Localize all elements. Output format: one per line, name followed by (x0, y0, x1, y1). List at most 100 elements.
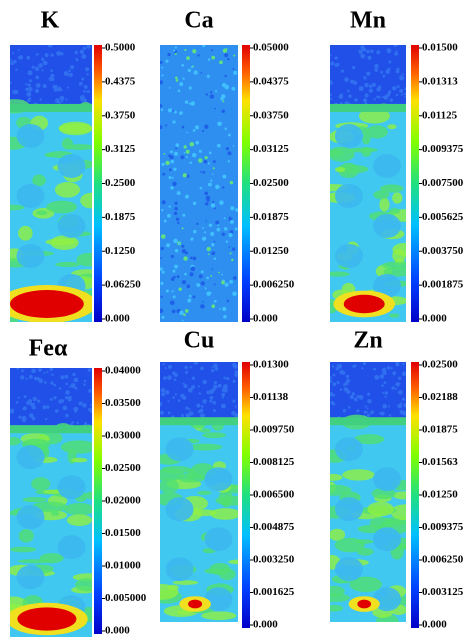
map-speck (336, 63, 340, 66)
map-speck (18, 55, 22, 60)
map-blob (160, 584, 179, 600)
map-speck (174, 46, 177, 49)
map-speck (222, 186, 225, 189)
map-blob (379, 197, 390, 212)
map-speck (203, 159, 208, 164)
map-speck (65, 390, 70, 395)
map-speck (174, 248, 179, 253)
map-speck (25, 87, 29, 91)
map-blob (10, 204, 25, 211)
map-speck (170, 159, 175, 164)
map-speck (78, 81, 83, 86)
map-blob (201, 611, 237, 621)
map-blob (64, 503, 92, 516)
map-speck (368, 88, 374, 93)
map-speck (192, 129, 196, 132)
map-speck (363, 75, 366, 79)
map-speck (64, 396, 69, 400)
map-speck (86, 45, 91, 49)
map-speck (12, 59, 17, 64)
map-speck (388, 414, 392, 417)
map-speck (229, 219, 235, 224)
map-speck (31, 368, 36, 374)
colorbar-label: 0.1875 (105, 211, 136, 223)
map-speck (395, 362, 400, 367)
map-speck (395, 387, 398, 390)
map-speck (160, 61, 163, 64)
map-speck (393, 45, 398, 47)
map-speck (205, 93, 209, 96)
map-speck (354, 98, 358, 102)
map-speck (211, 243, 215, 247)
map-speck (204, 124, 209, 129)
map-speck (358, 394, 364, 400)
colorbar-label: 0.01875 (253, 211, 289, 223)
map-blob (228, 559, 238, 565)
map-speck (41, 57, 45, 61)
map-speck (232, 379, 236, 383)
map-speck (15, 68, 18, 72)
map-speck (160, 401, 163, 407)
map-speck (170, 277, 175, 281)
map-speck (84, 422, 88, 426)
colorbar-label: 0.05000 (253, 42, 289, 54)
map-speck (68, 69, 71, 73)
map-speck (162, 172, 166, 176)
colorbar-label: 0.000 (422, 313, 447, 325)
map-speck (166, 243, 171, 248)
map-cell (335, 437, 363, 462)
map-speck (351, 392, 356, 396)
map-speck (187, 298, 192, 303)
map-blob (66, 144, 92, 150)
map-speck (54, 85, 58, 88)
map-speck (214, 107, 216, 110)
map-blob (330, 484, 352, 496)
map-speck (35, 52, 39, 56)
map-speck (227, 58, 230, 61)
map-hot (188, 599, 203, 609)
map-speck (184, 48, 187, 52)
map-speck (366, 407, 369, 410)
map-blob (330, 604, 344, 612)
map-speck (68, 72, 73, 77)
map-speck (42, 60, 48, 66)
map-cell (57, 535, 86, 560)
map-speck (339, 369, 345, 375)
map-speck (198, 149, 202, 153)
map-speck (198, 392, 201, 395)
map-speck (208, 151, 212, 155)
map-speck (211, 304, 216, 309)
map-speck (200, 366, 204, 371)
map-speck (219, 200, 224, 205)
map-blob (75, 578, 92, 592)
map-speck (218, 271, 220, 274)
map-speck (190, 385, 195, 390)
colorbar-label: 0.01313 (422, 75, 458, 87)
map-speck (65, 413, 69, 418)
map-speck (206, 198, 210, 202)
map-speck (366, 71, 371, 76)
map-cell (16, 123, 45, 148)
map-speck (175, 143, 180, 147)
map-speck (160, 108, 164, 112)
colorbar (94, 45, 102, 322)
map-speck (49, 368, 54, 371)
map-blob (219, 568, 236, 581)
map-speck (178, 242, 181, 245)
colorbar-label: 0.5000 (105, 42, 136, 54)
map-blob (330, 593, 350, 602)
map-speck (26, 91, 32, 97)
map-speck (224, 127, 227, 130)
map-speck (221, 232, 225, 236)
map-speck (401, 371, 406, 377)
map-speck (213, 257, 217, 260)
colorbar-label: 0.006250 (422, 554, 464, 566)
map-cell (16, 445, 45, 470)
map-cell (16, 565, 45, 590)
map-speck (79, 95, 85, 100)
map-speck (362, 362, 367, 366)
map-speck (161, 74, 164, 77)
map-speck (195, 140, 200, 145)
map-speck (225, 376, 230, 381)
map-speck (192, 201, 197, 206)
